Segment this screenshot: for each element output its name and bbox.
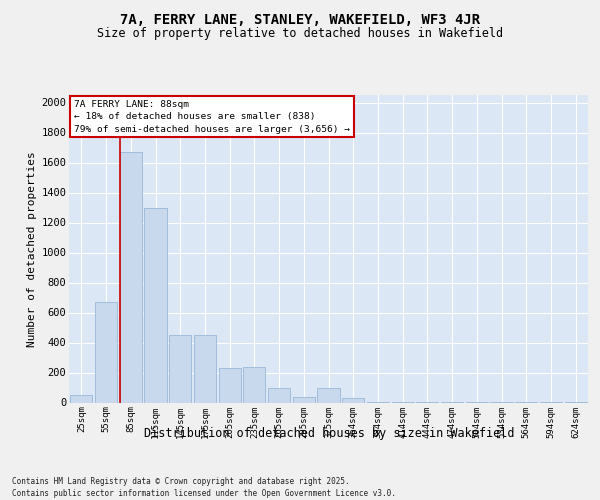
Bar bbox=[194, 335, 216, 402]
Bar bbox=[218, 368, 241, 402]
Text: 7A FERRY LANE: 88sqm
← 18% of detached houses are smaller (838)
79% of semi-deta: 7A FERRY LANE: 88sqm ← 18% of detached h… bbox=[74, 100, 350, 134]
Bar bbox=[145, 208, 167, 402]
Bar bbox=[70, 395, 92, 402]
Bar bbox=[243, 366, 265, 402]
Text: Size of property relative to detached houses in Wakefield: Size of property relative to detached ho… bbox=[97, 28, 503, 40]
Text: Contains HM Land Registry data © Crown copyright and database right 2025.
Contai: Contains HM Land Registry data © Crown c… bbox=[12, 476, 396, 498]
Bar bbox=[119, 152, 142, 403]
Bar bbox=[293, 396, 315, 402]
Bar bbox=[317, 388, 340, 402]
Bar bbox=[342, 398, 364, 402]
Y-axis label: Number of detached properties: Number of detached properties bbox=[27, 151, 37, 346]
Bar bbox=[169, 335, 191, 402]
Text: Distribution of detached houses by size in Wakefield: Distribution of detached houses by size … bbox=[143, 428, 514, 440]
Text: 7A, FERRY LANE, STANLEY, WAKEFIELD, WF3 4JR: 7A, FERRY LANE, STANLEY, WAKEFIELD, WF3 … bbox=[120, 12, 480, 26]
Bar bbox=[95, 302, 117, 402]
Bar bbox=[268, 388, 290, 402]
